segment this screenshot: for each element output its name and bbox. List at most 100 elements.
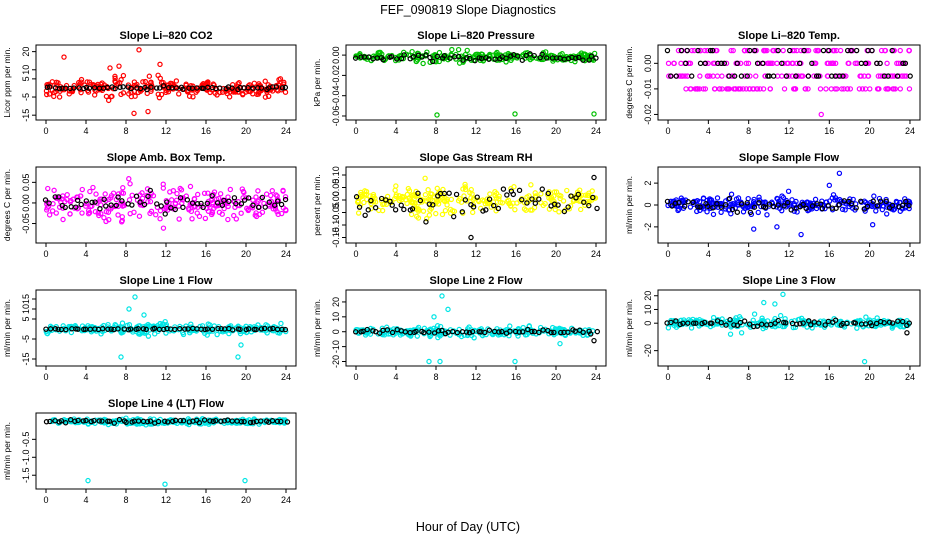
scatter-point: [723, 322, 729, 328]
scatter-point: [157, 216, 163, 222]
scatter-point: [464, 54, 470, 61]
scatter-point: [848, 47, 854, 54]
scatter-point: [840, 73, 846, 79]
scatter-point: [726, 195, 733, 202]
scatter-point: [738, 201, 745, 207]
scatter-point: [127, 326, 134, 332]
scatter-point: [553, 189, 560, 195]
scatter-point: [794, 47, 800, 54]
y-tick-label: 0.00: [643, 55, 653, 73]
scatter-point: [147, 210, 153, 217]
scatter-point: [832, 197, 838, 203]
scatter-point: [900, 60, 906, 67]
scatter-point: [473, 51, 479, 58]
scatter-point: [852, 320, 859, 326]
scatter-point: [202, 326, 208, 333]
scatter-point: [747, 73, 753, 79]
scatter-point: [135, 418, 142, 424]
scatter-point: [172, 206, 178, 213]
scatter-point: [878, 47, 885, 54]
scatter-point: [802, 86, 808, 92]
scatter-point: [189, 200, 196, 206]
y-tick-label: 20: [331, 297, 341, 307]
x-tick-label: 4: [393, 249, 398, 259]
scatter-point: [462, 197, 469, 203]
scatter-point: [486, 196, 493, 202]
scatter-point: [805, 73, 812, 79]
x-tick-label: 20: [241, 495, 251, 505]
y-tick-label: 10: [643, 304, 653, 314]
scatter-point: [454, 329, 461, 336]
scatter-point: [902, 60, 909, 67]
scatter-point: [88, 324, 94, 330]
scatter-point: [46, 91, 53, 97]
scatter-point: [699, 320, 705, 327]
scatter-point: [744, 200, 750, 206]
scatter-point: [167, 189, 173, 195]
scatter-point: [850, 196, 856, 203]
scatter-point: [462, 186, 469, 193]
scatter-point: [211, 189, 218, 195]
scatter-point: [687, 86, 693, 92]
scatter-point: [224, 90, 230, 97]
scatter-point: [705, 60, 711, 67]
scatter-point: [718, 204, 724, 210]
scatter-point: [693, 317, 700, 324]
scatter-point: [678, 47, 685, 54]
scatter-point: [42, 197, 49, 203]
scatter-point: [270, 84, 276, 90]
scatter-point: [102, 191, 108, 197]
scatter-point: [540, 202, 546, 209]
scatter-point: [145, 193, 151, 200]
scatter-point: [467, 190, 473, 196]
scatter-point: [697, 73, 703, 79]
scatter-point: [728, 201, 734, 207]
scatter-point: [259, 194, 266, 201]
scatter-point: [52, 326, 59, 332]
scatter-point: [852, 60, 858, 67]
scatter-point: [229, 82, 236, 88]
x-tick-label: 8: [123, 495, 128, 505]
scatter-point: [590, 194, 596, 201]
scatter-point: [578, 206, 584, 213]
scatter-point: [160, 225, 167, 231]
scatter-point: [75, 417, 81, 424]
scatter-point: [779, 60, 785, 67]
scatter-point: [506, 200, 513, 207]
scatter-point: [515, 53, 521, 59]
scatter-point: [112, 85, 118, 92]
scatter-point: [719, 86, 725, 92]
scatter-point: [398, 53, 404, 59]
scatter-point: [78, 193, 84, 199]
scatter-point: [83, 200, 90, 207]
scatter-point: [409, 206, 416, 212]
scatter-outlier: [700, 86, 707, 92]
data-points: [43, 47, 289, 117]
scatter-point: [83, 84, 90, 91]
y-tick-label: 10: [21, 304, 31, 314]
scatter-point: [770, 47, 776, 54]
scatter-point: [237, 326, 243, 333]
scatter-point: [668, 73, 674, 79]
scatter-outlier: [145, 108, 151, 115]
scatter-point: [259, 209, 266, 215]
scatter-point: [155, 72, 161, 78]
scatter-point: [682, 203, 688, 209]
y-tick-label: 10: [331, 312, 341, 322]
x-tick-label: 8: [746, 126, 751, 136]
scatter-point: [186, 85, 192, 91]
scatter-point: [108, 202, 114, 208]
scatter-point: [673, 318, 679, 324]
scatter-point: [388, 54, 395, 60]
scatter-point: [825, 60, 832, 67]
scatter-point: [734, 60, 740, 67]
scatter-point: [474, 194, 480, 200]
x-tick-label: 20: [551, 372, 561, 382]
scatter-point: [78, 89, 84, 96]
scatter-point: [43, 91, 50, 98]
scatter-point: [894, 73, 901, 79]
scatter-point: [850, 205, 856, 211]
scatter-point: [551, 329, 557, 336]
scatter-point: [233, 216, 240, 222]
scatter-point: [90, 184, 96, 191]
